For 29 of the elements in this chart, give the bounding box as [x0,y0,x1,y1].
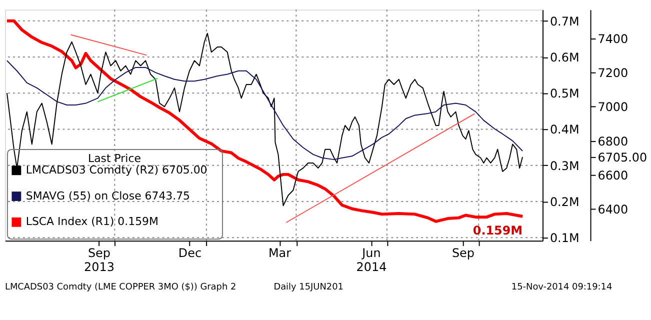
y2-tick-label: 6800 [598,134,628,148]
x-tick-label: Mar [268,246,292,260]
x-tick-label: Sep 2013 [84,246,114,274]
legend-label: LSCA Index (R1) 0.159M [26,215,158,228]
legend-label: LMCADS03 Comdty (R2) 6705.00 [26,163,208,176]
y2-tick-label: 6600 [598,168,628,182]
y-tick-label: 0.1M [550,231,580,246]
x-tick-label: Sep [452,246,474,260]
y2-tick-label: 7200 [598,66,628,80]
x-tick-label: Jun 2014 [356,246,387,274]
text: 15-Nov-2014 09:19:14 [511,282,612,292]
legend-label: SMAVG (55) on Close 6743.75 [26,189,190,202]
x-tick-label: Dec [178,246,202,260]
y-tick-label: 0.4M [550,122,580,137]
y2-tick-label: 6400 [598,202,628,216]
text: Daily 15JUN201 [274,282,344,292]
legend-title: Last Price [88,152,142,165]
y-tick-label: 0.6M [550,50,580,64]
y-tick-label: 0.5M [550,86,580,101]
y2-tick-label: 6705.00 [598,150,648,164]
y2-tick-label: 7400 [598,32,628,46]
y2-tick-label: 7000 [598,100,628,114]
text: LMCADS03 Comdty (LME COPPER 3MO ($)) Graph 2 [4,282,236,292]
line-series [6,32,524,206]
y-tick-label: 0.3M [550,158,580,173]
line-series [6,60,524,160]
y-tick-label: 0.2M [550,195,580,210]
annotation: 0.159M [472,223,523,238]
y-tick-label: 0.7M [550,14,580,28]
